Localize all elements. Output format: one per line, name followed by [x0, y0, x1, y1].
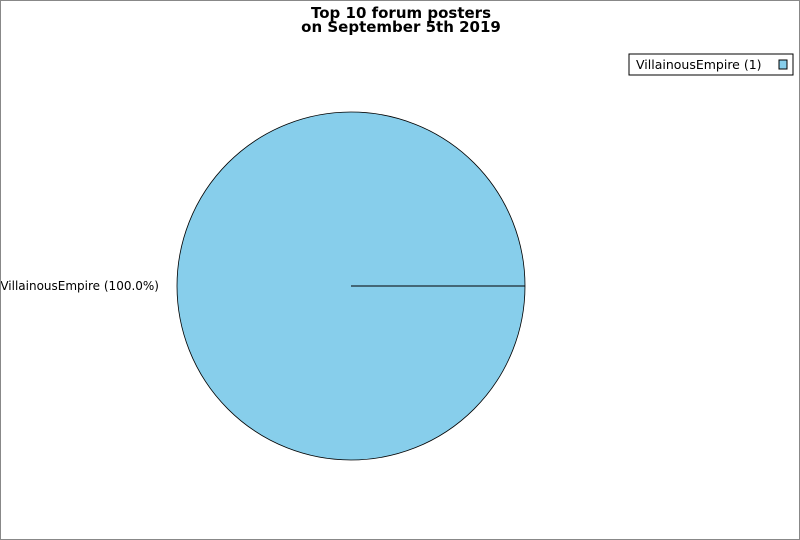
legend-swatch — [778, 59, 788, 70]
slice-label: VillainousEmpire (100.0%) — [1, 279, 159, 293]
legend-box — [628, 53, 794, 76]
chart-title-line2: on September 5th 2019 — [301, 18, 501, 36]
legend: VillainousEmpire (1) — [628, 53, 794, 76]
chart-title-line1: Top 10 forum posters — [311, 4, 491, 22]
legend-label: VillainousEmpire (1) — [636, 57, 762, 72]
